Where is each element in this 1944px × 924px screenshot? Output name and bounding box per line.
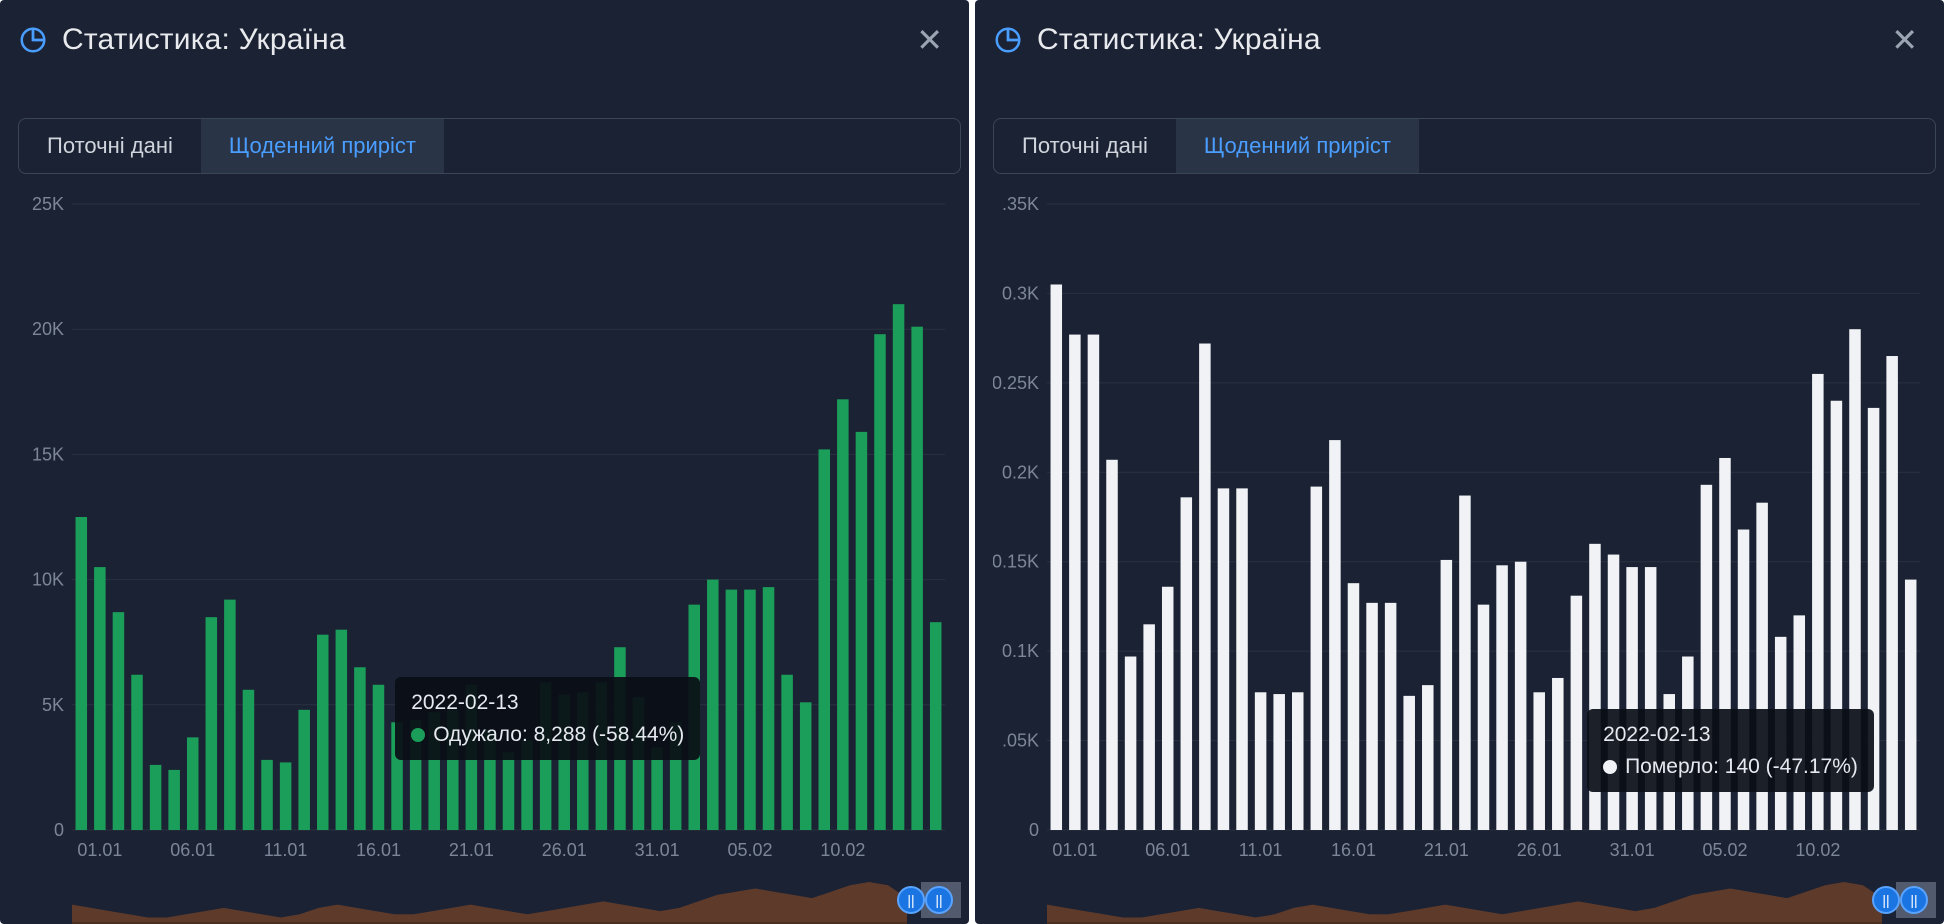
svg-text:.05K: .05K [1002, 731, 1039, 751]
tab-current-data[interactable]: Поточні дані [19, 119, 201, 173]
tab-current-data[interactable]: Поточні дані [994, 119, 1176, 173]
mini-area-svg [1047, 876, 1882, 924]
svg-text:0.15K: 0.15K [993, 552, 1039, 572]
svg-text:10.02: 10.02 [1795, 840, 1840, 860]
svg-text:.35K: .35K [1002, 194, 1039, 214]
svg-text:01.01: 01.01 [77, 840, 122, 860]
chart-deaths: 0 .05K 0.1K 0.15K 0.2K 0.25K 0.3K .35K 01.01 06.0… [993, 194, 1936, 872]
svg-text:05.02: 05.02 [1702, 840, 1747, 860]
svg-text:20K: 20K [32, 319, 64, 339]
scrubber-handle-end[interactable]: || [925, 886, 953, 914]
tab-group: Поточні дані Щоденний приріст [18, 118, 961, 174]
tab-daily-increase[interactable]: Щоденний приріст [201, 119, 444, 173]
svg-text:06.01: 06.01 [1145, 840, 1190, 860]
svg-text:11.01: 11.01 [1239, 840, 1283, 860]
panel-title: Статистика: Україна [1037, 23, 1321, 57]
svg-text:26.01: 26.01 [542, 840, 587, 860]
svg-text:21.01: 21.01 [1424, 840, 1469, 860]
scrubber-handle-start[interactable]: || [1872, 886, 1900, 914]
time-scrubber[interactable]: || || [18, 876, 961, 924]
svg-text:10.02: 10.02 [820, 840, 865, 860]
svg-text:31.01: 31.01 [635, 840, 680, 860]
panel-header: Статистика: Україна ✕ [18, 20, 961, 60]
scrubber-handle-end[interactable]: || [1900, 886, 1928, 914]
svg-text:11.01: 11.01 [264, 840, 308, 860]
scrubber-handle-start[interactable]: || [897, 886, 925, 914]
svg-text:16.01: 16.01 [356, 840, 401, 860]
svg-text:21.01: 21.01 [449, 840, 494, 860]
stats-panel-recovered: Статистика: Україна ✕ Поточні дані Щоден… [0, 0, 969, 924]
svg-text:06.01: 06.01 [170, 840, 215, 860]
svg-text:0: 0 [1029, 820, 1039, 840]
svg-text:26.01: 26.01 [1517, 840, 1562, 860]
svg-text:16.01: 16.01 [1331, 840, 1376, 860]
svg-text:0.1K: 0.1K [1002, 641, 1039, 661]
bar-chart-svg: 0 .05K 0.1K 0.15K 0.2K 0.25K 0.3K .35K 01.01 06.0… [993, 194, 1936, 872]
panel-header: Статистика: Україна ✕ [993, 20, 1936, 60]
svg-text:10K: 10K [32, 570, 64, 590]
tab-group: Поточні дані Щоденний приріст [993, 118, 1936, 174]
svg-text:31.01: 31.01 [1610, 840, 1655, 860]
pie-icon [18, 25, 48, 55]
tab-daily-increase[interactable]: Щоденний приріст [1176, 119, 1419, 173]
svg-text:0.2K: 0.2K [1002, 462, 1039, 482]
chart-recovered: 0 5K 10K 15K 20K 25K 01.01 06.01 11.01 16.01 21.01… [18, 194, 961, 872]
stats-panel-deaths: Статистика: Україна ✕ Поточні дані Щоден… [975, 0, 1944, 924]
mini-area-svg [72, 876, 907, 924]
pie-icon [993, 25, 1023, 55]
svg-text:01.01: 01.01 [1052, 840, 1097, 860]
close-icon[interactable]: ✕ [1881, 20, 1928, 60]
svg-text:0: 0 [54, 820, 64, 840]
svg-text:0.25K: 0.25K [993, 373, 1039, 393]
svg-text:25K: 25K [32, 194, 64, 214]
bar-chart-svg: 0 5K 10K 15K 20K 25K 01.01 06.01 11.01 16.01 21.01… [18, 194, 961, 872]
svg-text:15K: 15K [32, 444, 64, 464]
close-icon[interactable]: ✕ [906, 20, 953, 60]
svg-text:05.02: 05.02 [727, 840, 772, 860]
panel-title: Статистика: Україна [62, 23, 346, 57]
time-scrubber[interactable]: || || [993, 876, 1936, 924]
svg-text:0.3K: 0.3K [1002, 283, 1039, 303]
svg-text:5K: 5K [42, 695, 64, 715]
